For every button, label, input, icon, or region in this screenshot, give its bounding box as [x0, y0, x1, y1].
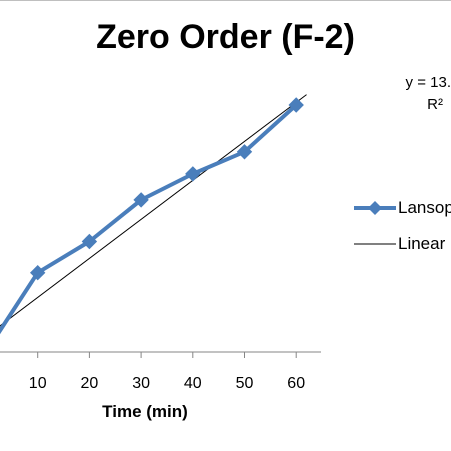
chart-title: Zero Order (F-2) — [96, 18, 355, 56]
x-tick-label-40: 40 — [184, 375, 202, 392]
x-tick-label-30: 30 — [132, 375, 150, 392]
x-tick-label-50: 50 — [236, 375, 254, 392]
trendline-r2: R² — [427, 96, 443, 113]
data-point-0-2 — [81, 233, 98, 250]
data-point-0-4 — [185, 166, 201, 182]
legend-label-series: Lansop — [398, 198, 451, 217]
trendline — [0, 94, 307, 327]
series-line-0 — [0, 103, 298, 335]
data-point-0-1 — [29, 264, 46, 281]
x-tick-label-20: 20 — [81, 375, 99, 392]
trendline-equation: y = 13. — [405, 74, 451, 91]
legend-series-marker — [368, 201, 382, 215]
x-axis-label: Time (min) — [102, 402, 188, 421]
legend-label-trendline: Linear — [398, 234, 446, 253]
data-point-0-5 — [236, 144, 253, 160]
x-tick-label-60: 60 — [287, 375, 305, 392]
x-tick-label-10: 10 — [29, 375, 47, 392]
data-point-0-3 — [133, 192, 149, 208]
data-point-0-6 — [288, 97, 304, 113]
